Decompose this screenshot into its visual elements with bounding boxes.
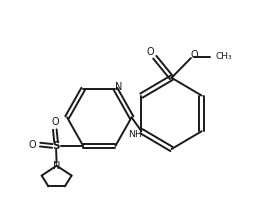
Text: O: O xyxy=(147,47,155,57)
Text: S: S xyxy=(52,141,60,151)
Text: NH: NH xyxy=(128,130,142,139)
Text: CH₃: CH₃ xyxy=(216,52,232,61)
Text: O: O xyxy=(29,140,36,150)
Text: O: O xyxy=(51,117,59,127)
Text: O: O xyxy=(190,50,198,60)
Text: N: N xyxy=(53,161,60,171)
Text: N: N xyxy=(115,82,122,92)
